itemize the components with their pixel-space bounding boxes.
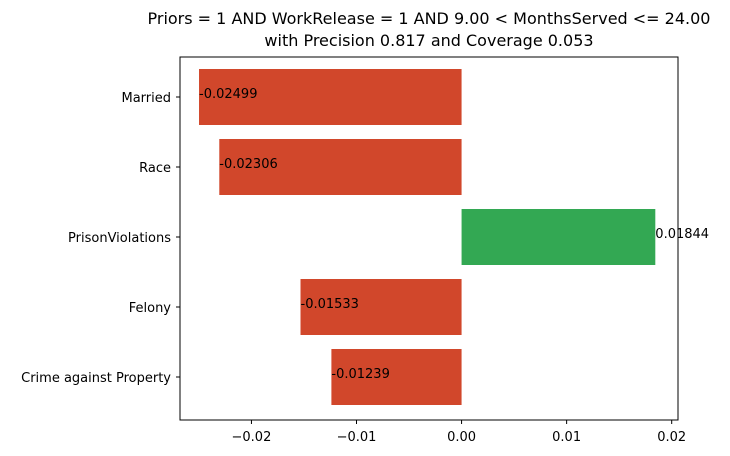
y-tick-label-4: Crime against Property [21,371,171,386]
value-label-3: -0.01533 [301,297,359,312]
x-tick-label-4: 0.02 [657,430,686,445]
y-tick-label-3: Felony [129,301,172,316]
x-tick-label-1: −0.01 [337,430,377,445]
bar-0 [199,69,462,125]
plot-frame [179,56,679,421]
value-label-0: -0.02499 [199,87,257,102]
y-tick-label-1: Race [139,161,171,176]
x-ticks: −0.02 −0.01 0.00 0.01 0.02 [232,420,686,445]
value-label-1: -0.02306 [219,157,277,172]
y-tick-label-0: Married [121,91,171,106]
y-tick-labels: Married Race PrisonViolations Felony Crime a… [21,91,180,386]
value-labels: -0.02499 -0.02306 0.01844 -0.01533 -0.01239 [199,87,709,382]
x-tick-label-3: 0.01 [552,430,581,445]
bars-group [199,69,656,405]
bar-2 [461,209,656,265]
chart-title-line-1: Priors = 1 AND WorkRelease = 1 AND 9.00 … [148,9,711,28]
x-tick-label-0: −0.02 [232,430,272,445]
y-tick-label-2: PrisonViolations [68,231,171,246]
value-label-4: -0.01239 [331,367,389,382]
value-label-2: 0.01844 [655,227,709,242]
x-tick-label-2: 0.00 [447,430,476,445]
chart-title-line-2: with Precision 0.817 and Coverage 0.053 [264,31,593,50]
bar-3 [300,279,462,335]
bar-4 [331,349,462,405]
bar-1 [219,139,462,195]
